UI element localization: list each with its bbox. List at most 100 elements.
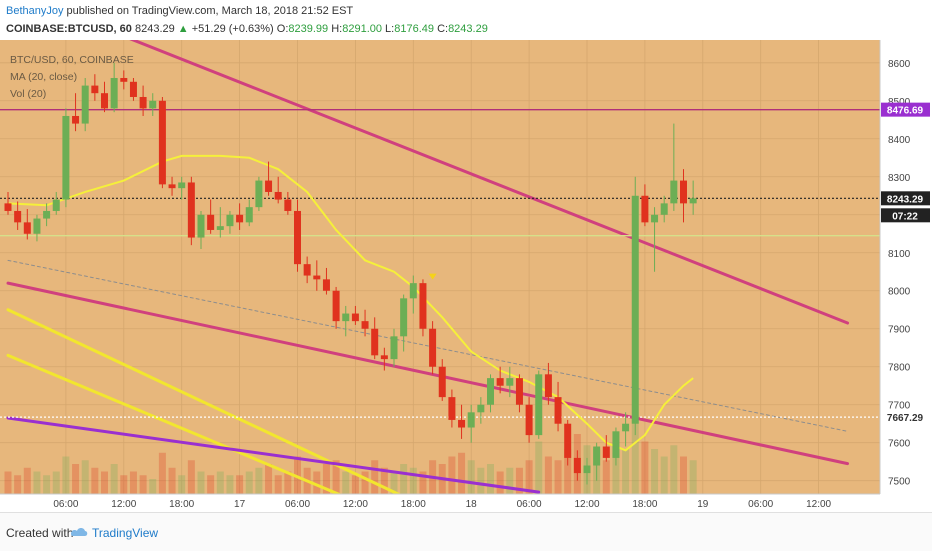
candle-body <box>332 290 340 322</box>
x-tick-label: 06:00 <box>285 499 310 510</box>
volume-bar <box>602 460 610 494</box>
candle-body <box>313 275 321 280</box>
volume-bar <box>216 471 224 494</box>
candle-body <box>4 203 12 211</box>
volume-bar <box>390 471 398 494</box>
candle-body <box>178 182 186 189</box>
volume-bar <box>91 467 99 494</box>
volume-bar <box>448 456 456 494</box>
volume-bar <box>265 464 273 494</box>
volume-bar <box>284 471 292 494</box>
candle-body <box>342 313 350 322</box>
volume-bar <box>487 464 494 494</box>
volume-bar <box>680 456 687 494</box>
close-label: C: <box>437 23 449 35</box>
candle-body <box>158 100 166 185</box>
candle-body <box>380 355 388 360</box>
trendline-channel-middle <box>6 281 850 466</box>
candle-body <box>506 378 514 386</box>
candle-body <box>226 214 234 227</box>
volume-bar <box>72 464 80 494</box>
open-value: 8239.99 <box>288 23 329 35</box>
y-tick-label: 7800 <box>888 363 911 374</box>
candle-body <box>303 264 311 276</box>
grid-lines <box>0 40 880 494</box>
candle-body <box>622 423 630 432</box>
candle-body <box>680 180 687 204</box>
volume-bar <box>245 471 253 494</box>
y-tick-label: 7700 <box>888 401 911 412</box>
time-axis[interactable] <box>0 494 932 512</box>
legend-ma: MA (20, close) <box>10 71 77 83</box>
volume-bar <box>236 475 244 494</box>
volume-bar <box>158 452 166 494</box>
candle-body <box>294 210 301 265</box>
symbol-label: COINBASE:BTCUSD, 60 <box>6 23 132 35</box>
candle-body <box>458 419 466 428</box>
candle-body <box>139 96 147 109</box>
x-tick-label: 12:00 <box>343 499 368 510</box>
candlestick-chart[interactable]: 7500760077007800790080008100820083008400… <box>0 40 932 512</box>
volume-bar <box>458 452 466 494</box>
candle-body <box>515 378 523 405</box>
publish-info: BethanyJoy published on TradingView.com,… <box>6 5 353 17</box>
x-tick-label: 18 <box>466 499 478 510</box>
candle-body <box>168 184 176 189</box>
price-change: +51.29 (+0.63%) <box>191 23 274 35</box>
candle-body <box>525 404 533 436</box>
candle-body <box>236 214 244 223</box>
candle-body <box>197 214 205 238</box>
candle-body <box>43 210 51 219</box>
candle-body <box>554 397 562 424</box>
y-tick-label: 8500 <box>888 97 911 108</box>
legend-symbol: BTC/USD, 60, COINBASE <box>10 54 134 66</box>
y-axis-labels: 7500760077007800790080008100820083008400… <box>888 59 911 488</box>
y-tick-label: 8100 <box>888 249 911 260</box>
volume-bar <box>294 456 301 494</box>
volume-bar <box>322 464 330 494</box>
x-tick-label: 18:00 <box>169 499 194 510</box>
volume-bar <box>409 467 417 494</box>
volume-bar <box>187 460 195 494</box>
candle-body <box>120 77 128 82</box>
price-tag-bg <box>881 191 930 206</box>
candle-body <box>23 222 31 234</box>
candle-body <box>641 195 649 223</box>
footer: Created with TradingView <box>0 512 932 551</box>
candles <box>4 62 697 485</box>
y-tick-label: 8000 <box>888 287 911 298</box>
author-link[interactable]: BethanyJoy <box>6 5 64 17</box>
candle-body <box>477 404 485 413</box>
y-tick-label: 8400 <box>888 135 911 146</box>
low-value: 8176.49 <box>394 23 434 35</box>
legend-vol: Vol (20) <box>10 88 46 100</box>
tradingview-link[interactable]: TradingView <box>92 526 159 540</box>
volume-bar <box>670 445 678 494</box>
candle-body <box>602 446 610 458</box>
candle-body <box>448 397 456 420</box>
volume-bar <box>631 419 639 494</box>
volume-bar <box>371 460 379 494</box>
plot-background <box>0 40 880 494</box>
trendline-descending-resistance <box>129 40 850 325</box>
candle-body <box>216 226 224 230</box>
level-labels: 8476.69 8243.29 07:22 7667.29 <box>881 102 930 425</box>
candle-body <box>72 115 80 124</box>
volume-bar <box>110 464 118 494</box>
volume-bar <box>129 471 137 494</box>
chart-legend: BTC/USD, 60, COINBASE MA (20, close) Vol… <box>10 54 134 100</box>
volume-bar <box>149 479 157 494</box>
x-tick-label: 12:00 <box>111 499 136 510</box>
trendline-grey-dotted <box>7 259 849 432</box>
candle-body <box>400 298 408 337</box>
x-tick-label: 12:00 <box>574 499 599 510</box>
candle-body <box>409 283 417 299</box>
x-tick-label: 18:00 <box>401 499 426 510</box>
volume-bar <box>313 471 321 494</box>
tradingview-logo-icon[interactable] <box>70 525 88 539</box>
candle-body <box>14 210 22 223</box>
x-tick-label: 19 <box>697 499 709 510</box>
volume-bar <box>33 471 41 494</box>
candle-body <box>245 207 253 223</box>
y-tick-label: 7900 <box>888 325 911 336</box>
